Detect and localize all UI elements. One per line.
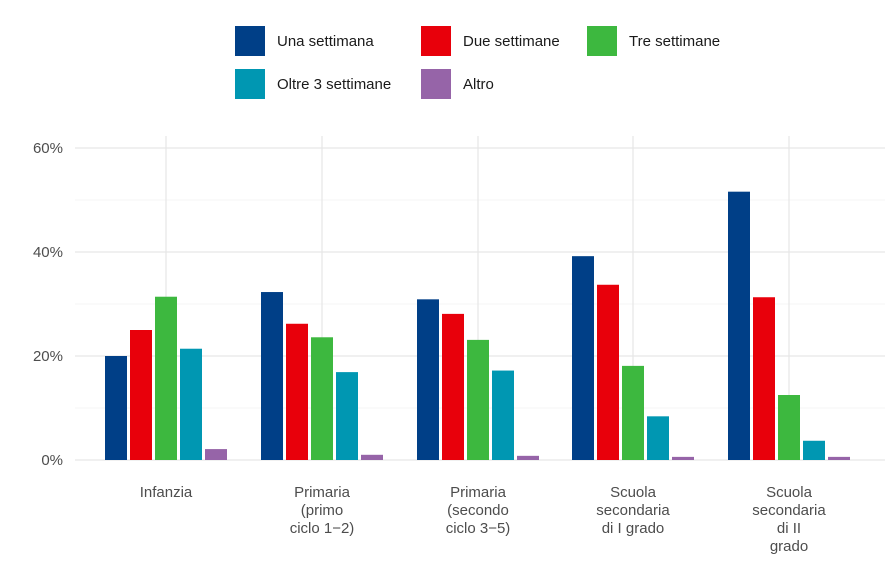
legend-label: Altro	[463, 75, 494, 93]
bar	[517, 455, 539, 460]
bar	[417, 299, 439, 460]
bar	[622, 365, 644, 460]
bar	[828, 456, 850, 460]
x-tick-label: Scuola secondaria di I grado	[596, 484, 670, 537]
x-tick-label: Infanzia	[140, 484, 193, 501]
legend-label: Tre settimane	[629, 32, 721, 50]
bar	[803, 440, 825, 460]
bars	[105, 191, 850, 460]
y-axis: 0% 20% 40% 60%	[33, 140, 63, 469]
bar	[130, 330, 152, 460]
x-tick-label: Primaria (secondo ciclo 3−5)	[446, 484, 511, 537]
bar	[672, 456, 694, 460]
bar	[647, 416, 669, 460]
bar	[261, 292, 283, 460]
x-tick-label: Primaria (primo ciclo 1−2)	[290, 484, 355, 537]
bar	[311, 337, 333, 460]
legend-item-oltre-3-settimane: Oltre 3 settimane	[235, 69, 391, 99]
bar	[778, 395, 800, 460]
legend-item-tre-settimane: Tre settimane	[587, 26, 720, 56]
bar	[492, 370, 514, 460]
legend-label: Due settimane	[463, 32, 560, 50]
legend: Una settimana Due settimane Tre settiman…	[0, 0, 895, 110]
legend-item-altro: Altro	[421, 69, 494, 99]
bar	[155, 296, 177, 460]
legend-item-due-settimane: Due settimane	[421, 26, 560, 56]
bar	[467, 339, 489, 460]
legend-label: Una settimana	[277, 32, 374, 50]
x-tick-label: Scuola secondaria di II grado	[752, 484, 826, 555]
y-tick-label: 60%	[33, 140, 63, 157]
legend-swatch	[235, 69, 265, 99]
legend-swatch	[235, 26, 265, 56]
bar	[753, 297, 775, 460]
bar	[442, 313, 464, 460]
y-tick-label: 0%	[41, 452, 63, 469]
bar	[728, 191, 750, 460]
bar	[572, 256, 594, 460]
bar	[205, 449, 227, 460]
y-tick-label: 20%	[33, 348, 63, 365]
bar	[336, 372, 358, 460]
bar	[361, 454, 383, 460]
legend-swatch	[421, 26, 451, 56]
bar	[180, 348, 202, 460]
legend-label: Oltre 3 settimane	[277, 75, 392, 93]
legend-item-una-settimana: Una settimana	[235, 26, 374, 56]
bar	[286, 323, 308, 460]
legend-swatch	[421, 69, 451, 99]
bar	[597, 284, 619, 460]
x-axis: Infanzia Primaria (primo ciclo 1−2) Primaria…	[140, 484, 827, 555]
legend-swatch	[587, 26, 617, 56]
bar	[105, 356, 127, 460]
y-tick-label: 40%	[33, 244, 63, 261]
